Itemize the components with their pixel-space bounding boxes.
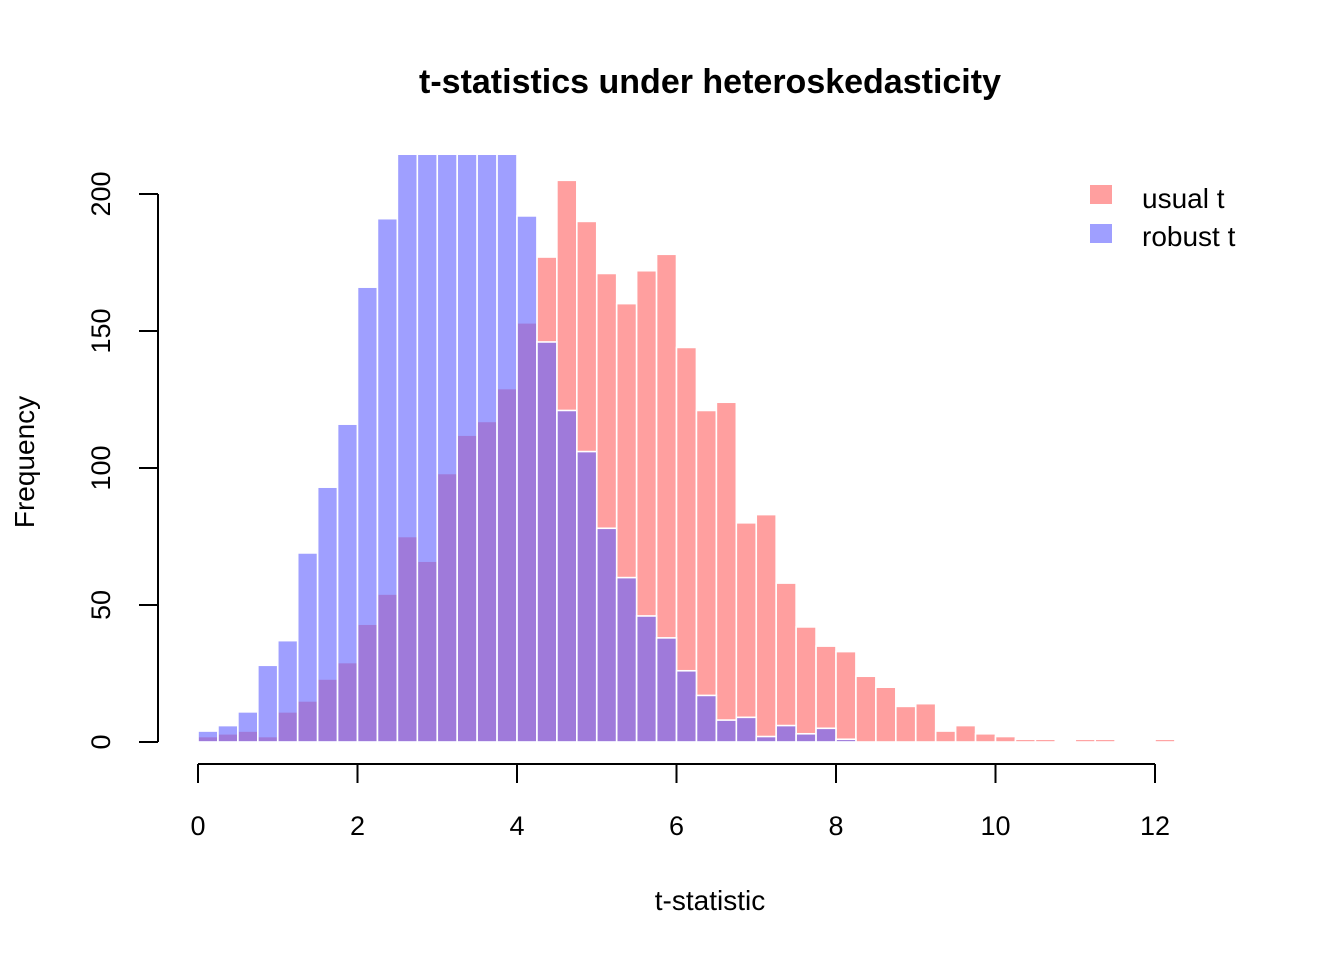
robust-t-bar bbox=[695, 694, 718, 743]
chart-title: t-statistics under heteroskedasticity bbox=[419, 63, 1001, 101]
robust-t-bar bbox=[516, 215, 538, 743]
robust-t-bar bbox=[376, 217, 399, 743]
robust-t-bar bbox=[815, 727, 837, 743]
usual-t-bar bbox=[795, 626, 817, 743]
robust-t-bar bbox=[635, 615, 658, 743]
robust-t-bar bbox=[715, 719, 738, 743]
robust-t-bar bbox=[595, 527, 618, 743]
usual-t-bar bbox=[1014, 738, 1037, 743]
robust-t-bar bbox=[476, 155, 498, 743]
usual-t-bar bbox=[974, 732, 997, 743]
robust-t-bar bbox=[237, 711, 259, 743]
usual-t-bar bbox=[735, 521, 758, 743]
robust-t-bar bbox=[496, 155, 518, 743]
robust-t-bar bbox=[556, 409, 578, 743]
legend: usual t robust t bbox=[1090, 183, 1236, 252]
robust-t-bar bbox=[197, 730, 219, 743]
robust-t-bar bbox=[257, 664, 279, 743]
x-tick-label: 6 bbox=[669, 811, 684, 841]
robust-t-bar bbox=[615, 576, 638, 743]
robust-t-bar bbox=[436, 155, 458, 743]
robust-t-bar bbox=[775, 724, 797, 743]
usual-t-bar bbox=[715, 401, 738, 743]
usual-t-bar bbox=[775, 582, 797, 743]
x-tick-label: 4 bbox=[509, 811, 524, 841]
usual-t-bar bbox=[1034, 738, 1057, 743]
x-tick-label: 10 bbox=[980, 811, 1010, 841]
legend-label-usual: usual t bbox=[1142, 183, 1225, 214]
y-tick-label: 100 bbox=[86, 445, 116, 490]
robust-t-bar bbox=[456, 155, 478, 743]
usual-t-bar bbox=[1074, 738, 1096, 743]
robust-t-bar bbox=[416, 155, 439, 743]
robust-t-bar bbox=[835, 738, 857, 743]
x-tick-label: 8 bbox=[828, 811, 843, 841]
x-tick-label: 0 bbox=[190, 811, 205, 841]
robust-t-bar bbox=[217, 724, 239, 743]
robust-t-series bbox=[197, 155, 857, 743]
robust-t-bar bbox=[735, 716, 758, 743]
x-axis-label: t-statistic bbox=[655, 885, 765, 916]
y-tick-label: 150 bbox=[86, 308, 116, 353]
robust-t-bar bbox=[755, 735, 777, 743]
usual-t-bar bbox=[855, 675, 877, 743]
usual-t-bar bbox=[835, 650, 857, 743]
legend-label-robust: robust t bbox=[1142, 221, 1236, 252]
legend-swatch-robust bbox=[1090, 224, 1112, 243]
robust-t-bar bbox=[356, 286, 379, 743]
y-tick-label: 50 bbox=[86, 590, 116, 620]
y-axis-label: Frequency bbox=[9, 396, 40, 528]
robust-t-bar bbox=[576, 450, 598, 743]
y-tick-label: 200 bbox=[86, 171, 116, 216]
robust-t-bar bbox=[276, 639, 299, 743]
robust-t-bar bbox=[336, 423, 359, 743]
usual-t-bar bbox=[914, 702, 937, 743]
robust-t-bar bbox=[675, 669, 698, 743]
robust-t-bar bbox=[655, 637, 678, 743]
x-axis: 0 2 4 6 8 10 12 bbox=[190, 763, 1170, 841]
usual-t-bar bbox=[875, 686, 897, 743]
x-tick-label: 2 bbox=[350, 811, 365, 841]
robust-t-bar bbox=[795, 732, 817, 743]
usual-t-bar bbox=[1094, 738, 1116, 743]
usual-t-bar bbox=[1154, 738, 1176, 743]
legend-swatch-usual bbox=[1090, 185, 1112, 204]
usual-t-bar bbox=[934, 730, 957, 743]
y-axis: 0 50 100 150 200 bbox=[86, 171, 159, 750]
usual-t-bar bbox=[954, 724, 977, 743]
robust-t-bar bbox=[536, 341, 558, 743]
usual-t-bar bbox=[695, 409, 718, 743]
x-tick-label: 12 bbox=[1140, 811, 1170, 841]
robust-t-bar bbox=[316, 486, 339, 743]
usual-t-bar bbox=[895, 705, 917, 743]
usual-t-bar bbox=[994, 735, 1017, 743]
y-tick-label: 0 bbox=[86, 734, 116, 749]
robust-t-bar bbox=[296, 552, 319, 743]
robust-t-bar bbox=[396, 155, 419, 743]
usual-t-bar bbox=[755, 513, 777, 743]
